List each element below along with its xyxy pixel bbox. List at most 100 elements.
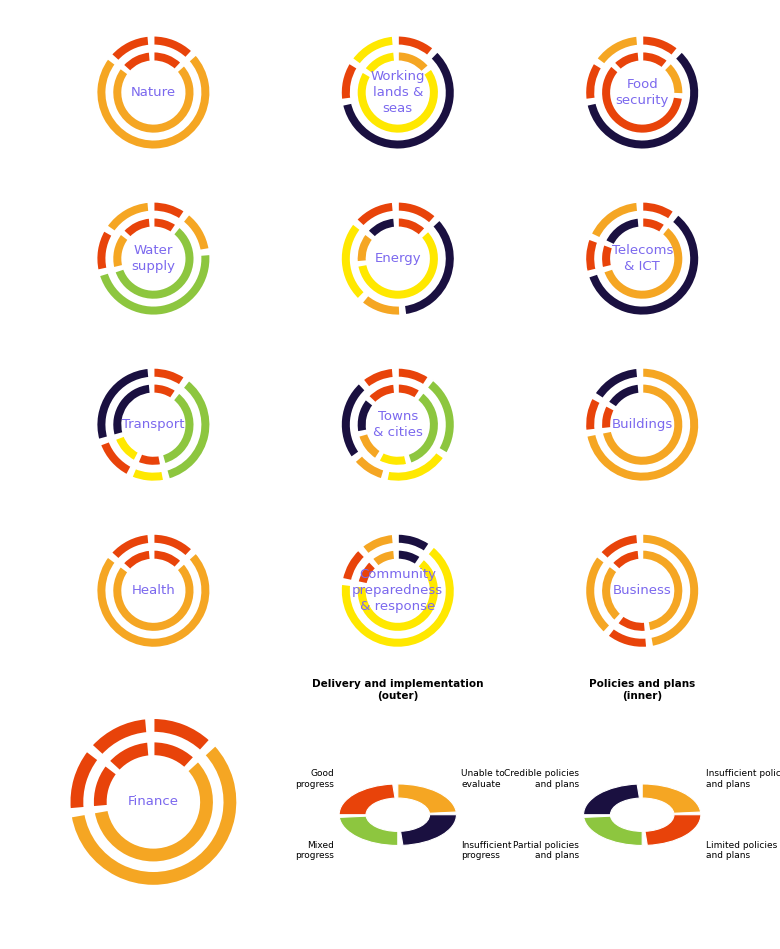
Text: Towns
& cities: Towns & cities	[373, 410, 423, 439]
Text: Good
progress: Good progress	[296, 769, 335, 789]
Wedge shape	[401, 814, 456, 846]
Wedge shape	[341, 383, 366, 457]
Wedge shape	[398, 383, 420, 399]
Wedge shape	[601, 65, 683, 134]
Wedge shape	[93, 765, 117, 808]
Wedge shape	[585, 398, 601, 431]
Wedge shape	[603, 227, 683, 300]
Wedge shape	[154, 549, 182, 568]
Wedge shape	[132, 468, 164, 482]
Wedge shape	[614, 51, 640, 70]
Wedge shape	[112, 383, 151, 436]
Wedge shape	[122, 51, 151, 72]
Wedge shape	[154, 367, 185, 385]
Wedge shape	[642, 533, 699, 647]
Wedge shape	[585, 238, 598, 272]
Text: Insufficient
progress: Insufficient progress	[461, 841, 512, 861]
Wedge shape	[97, 552, 211, 648]
Wedge shape	[154, 741, 194, 769]
Wedge shape	[583, 816, 642, 846]
Wedge shape	[608, 383, 640, 408]
Wedge shape	[590, 202, 638, 238]
Wedge shape	[357, 561, 376, 585]
Text: Partial policies
and plans: Partial policies and plans	[512, 841, 579, 861]
Wedge shape	[137, 454, 161, 466]
Wedge shape	[100, 441, 132, 475]
Wedge shape	[398, 35, 434, 56]
Wedge shape	[368, 383, 395, 403]
Text: Transport: Transport	[122, 419, 185, 431]
Wedge shape	[398, 51, 429, 72]
Wedge shape	[154, 533, 193, 556]
Wedge shape	[99, 254, 211, 316]
Text: Limited policies
and plans: Limited policies and plans	[706, 841, 777, 861]
Text: Policies and plans
(inner): Policies and plans (inner)	[589, 679, 695, 700]
Text: Telecoms
& ICT: Telecoms & ICT	[612, 244, 673, 273]
Wedge shape	[642, 35, 678, 56]
Wedge shape	[111, 36, 149, 61]
Wedge shape	[398, 367, 429, 385]
Wedge shape	[354, 456, 385, 479]
Wedge shape	[608, 628, 647, 648]
Wedge shape	[356, 399, 374, 433]
Wedge shape	[642, 549, 683, 631]
Wedge shape	[154, 35, 193, 58]
Wedge shape	[398, 533, 430, 551]
Wedge shape	[398, 784, 456, 813]
Wedge shape	[352, 36, 394, 65]
Wedge shape	[398, 217, 426, 235]
Wedge shape	[122, 549, 151, 570]
Wedge shape	[602, 383, 683, 466]
Text: Health: Health	[132, 585, 176, 597]
Wedge shape	[398, 201, 436, 224]
Wedge shape	[362, 534, 394, 554]
Text: Working
lands &
seas: Working lands & seas	[370, 70, 425, 115]
Wedge shape	[427, 380, 455, 454]
Wedge shape	[115, 227, 194, 300]
Wedge shape	[617, 615, 646, 632]
Wedge shape	[94, 761, 214, 863]
Wedge shape	[97, 54, 211, 150]
Wedge shape	[115, 436, 139, 461]
Text: Credible policies
and plans: Credible policies and plans	[504, 769, 579, 789]
Wedge shape	[154, 383, 176, 399]
Wedge shape	[162, 393, 194, 464]
Wedge shape	[97, 368, 149, 440]
Wedge shape	[356, 202, 394, 227]
Wedge shape	[612, 549, 640, 569]
Text: Finance: Finance	[128, 795, 179, 809]
Wedge shape	[601, 244, 613, 269]
Wedge shape	[585, 556, 611, 633]
Text: Nature: Nature	[131, 86, 176, 99]
Wedge shape	[364, 51, 395, 74]
Wedge shape	[154, 217, 176, 233]
Wedge shape	[356, 559, 439, 632]
Text: Mixed
progress: Mixed progress	[296, 841, 335, 861]
Wedge shape	[341, 223, 365, 299]
Wedge shape	[362, 295, 400, 316]
Wedge shape	[112, 564, 194, 632]
Text: Buildings: Buildings	[612, 419, 673, 431]
Wedge shape	[97, 231, 112, 270]
Wedge shape	[664, 63, 683, 94]
Wedge shape	[642, 784, 700, 813]
Text: Insufficient policies
and plans: Insufficient policies and plans	[706, 769, 780, 789]
Wedge shape	[596, 36, 638, 65]
Text: Business: Business	[613, 585, 672, 597]
Wedge shape	[601, 405, 615, 429]
Wedge shape	[585, 63, 602, 100]
Wedge shape	[91, 718, 147, 755]
Wedge shape	[342, 549, 365, 581]
Wedge shape	[107, 202, 149, 232]
Wedge shape	[588, 214, 699, 316]
Wedge shape	[600, 534, 638, 559]
Wedge shape	[357, 231, 439, 300]
Wedge shape	[183, 214, 210, 251]
Wedge shape	[358, 433, 381, 459]
Wedge shape	[356, 68, 439, 134]
Wedge shape	[112, 233, 129, 269]
Wedge shape	[386, 452, 445, 482]
Text: Delivery and implementation
(outer): Delivery and implementation (outer)	[312, 679, 484, 700]
Wedge shape	[123, 217, 151, 237]
Wedge shape	[108, 741, 150, 771]
